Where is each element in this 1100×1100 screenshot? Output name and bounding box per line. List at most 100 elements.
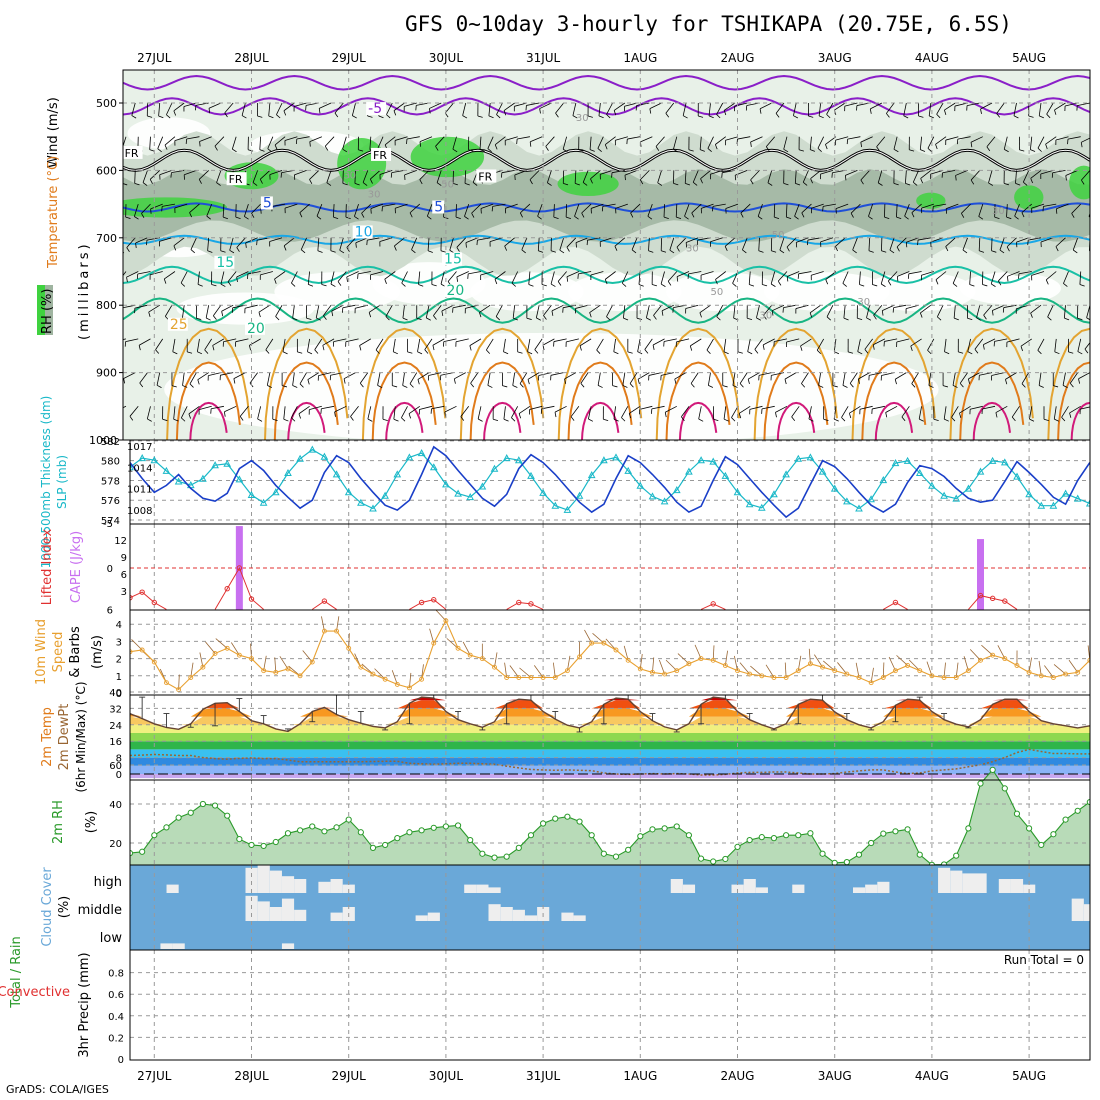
wind-barb-flag xyxy=(513,317,518,321)
wind-barb-flag xyxy=(1084,348,1089,354)
wind-barb-10m xyxy=(348,633,350,649)
wind-barb xyxy=(622,372,626,386)
wind-speed-point xyxy=(807,661,813,667)
wind-barb xyxy=(795,304,809,309)
wind-barb-10m xyxy=(567,655,571,671)
wind-speed-point xyxy=(492,664,497,670)
rh2m-point xyxy=(710,858,717,865)
isotherm-25-arch xyxy=(361,327,447,440)
wind-barb-flag xyxy=(574,216,579,220)
wind-barb-flag xyxy=(763,315,767,320)
wind-barb-flag xyxy=(614,246,618,251)
wind-barb-flag xyxy=(929,115,934,119)
wind-barb xyxy=(842,271,849,284)
wind-barb-flag xyxy=(636,317,642,320)
day-label-bottom: 28JUL xyxy=(234,1069,269,1083)
wind-barb xyxy=(844,102,858,107)
wind-barb-flag xyxy=(627,351,633,354)
wind-barb xyxy=(663,204,665,218)
wind-barb xyxy=(589,304,601,313)
wind-barb-flag xyxy=(267,148,272,153)
wind-barb xyxy=(621,406,629,418)
wind-barb-flag xyxy=(816,349,822,355)
rh2m-point xyxy=(175,814,182,821)
wind-barb-flag xyxy=(881,310,884,316)
cloud-mid-clear xyxy=(415,915,428,921)
wind-barb-flag xyxy=(905,182,911,186)
rh2m-point xyxy=(953,852,960,859)
wind-barb xyxy=(623,305,626,319)
slp-point xyxy=(539,488,547,496)
slp-point xyxy=(563,505,572,513)
wind-barb xyxy=(324,136,335,147)
wind-barb-flag xyxy=(188,413,191,419)
wind-barb xyxy=(910,338,922,347)
wind-barb-flag xyxy=(866,317,872,321)
wind-barb-flag xyxy=(653,315,657,320)
wind-barb-flag xyxy=(961,213,965,218)
wind-barb xyxy=(1018,271,1032,275)
wind-barb-flag xyxy=(126,277,128,283)
wind-barb-flag xyxy=(216,182,221,186)
rh-contour-label: 50 xyxy=(711,287,724,298)
wind-barb-flag xyxy=(307,379,310,385)
rh-contour-label: 30 xyxy=(992,206,1005,217)
wind-barb xyxy=(283,237,295,247)
rh-legend-swatch-green xyxy=(37,285,45,335)
wind-barb-flag xyxy=(393,418,399,422)
wind-barb-flag xyxy=(541,284,547,287)
wind-barb-flag xyxy=(909,149,915,152)
wind-speed-point xyxy=(893,668,898,674)
wind-barb-flag xyxy=(589,312,592,318)
rh2m-point xyxy=(1062,816,1069,823)
wind-barb xyxy=(1081,137,1090,143)
wind-barb xyxy=(995,405,1008,413)
wind-barb-flag xyxy=(334,411,336,417)
cloud-high-clear xyxy=(853,887,866,893)
rh-dry-patch xyxy=(861,272,976,312)
wind-barb-flag xyxy=(367,115,373,118)
wind-barb xyxy=(629,372,638,384)
rh2m-point xyxy=(1038,841,1045,849)
wind-barb xyxy=(419,405,433,410)
wind-speed-point xyxy=(552,675,558,680)
wind-barb xyxy=(723,338,727,352)
wind-barb xyxy=(578,271,592,275)
wind-barb-flag xyxy=(676,276,679,282)
wind-barb-flag xyxy=(976,317,982,321)
wind-barb-flag xyxy=(402,385,408,388)
wind-barb-flag xyxy=(698,418,704,422)
wind-barb xyxy=(613,406,616,420)
wind-barb-flag xyxy=(464,183,470,186)
wind-barb xyxy=(1020,338,1032,347)
wind-speed-point xyxy=(370,671,376,677)
slp-point xyxy=(308,445,317,453)
wind-barb-flag xyxy=(884,216,890,219)
wind-barb-flag xyxy=(676,216,682,220)
wind-barb-flag xyxy=(382,418,388,422)
isotherm-30-arch xyxy=(567,361,633,440)
wind-barb-flag xyxy=(893,183,899,186)
wind-barb-flag xyxy=(268,115,274,119)
wind-barb-flag xyxy=(613,110,617,116)
wind-barb-flag xyxy=(317,250,323,253)
rh2m-point xyxy=(661,825,668,832)
wind-barb xyxy=(460,406,470,417)
wind-barb-flag xyxy=(920,149,926,152)
wind-barb-flag xyxy=(297,351,303,354)
slp-point xyxy=(879,476,888,484)
slp-point xyxy=(721,471,730,479)
wind-barb-flag xyxy=(465,242,467,248)
wind-barb xyxy=(362,170,369,183)
wind-barb xyxy=(859,405,873,410)
wind-barb xyxy=(465,304,479,309)
wind-barb xyxy=(317,237,320,251)
wind-barb xyxy=(1047,305,1054,318)
wind-barb-flag xyxy=(1006,216,1012,220)
wind-barb-flag xyxy=(698,115,704,118)
wind-barb-flag xyxy=(309,179,313,185)
wind-barb-flag xyxy=(126,247,130,253)
wind-barb-10m xyxy=(1068,659,1079,673)
wind-barb xyxy=(655,136,665,147)
